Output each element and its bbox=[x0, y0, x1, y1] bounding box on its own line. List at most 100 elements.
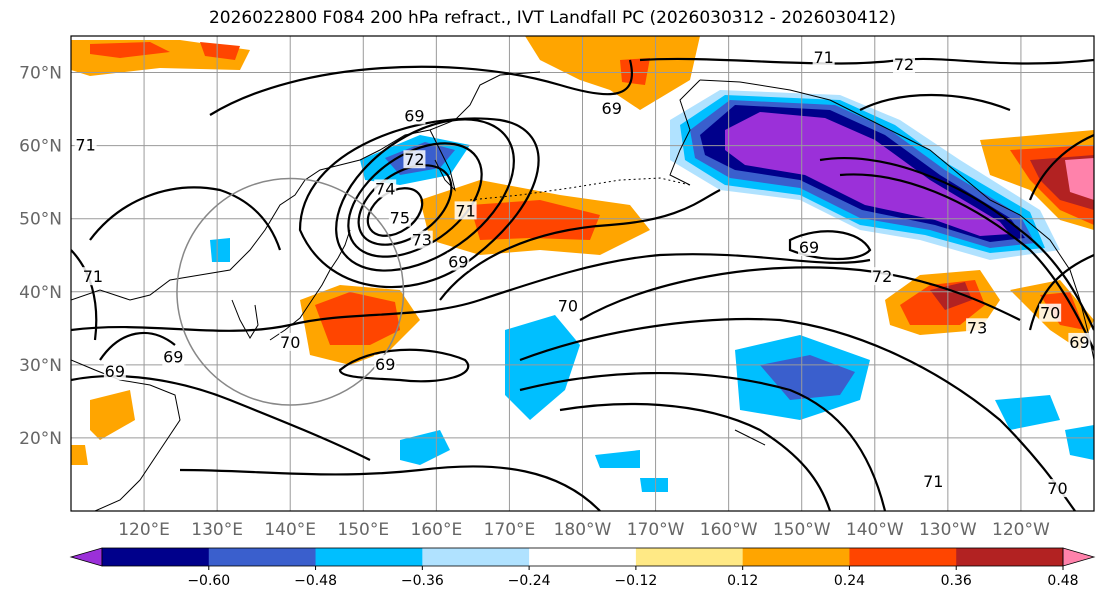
contour-label-bg bbox=[279, 332, 302, 351]
map-title: 2026022800 F084 200 hPa refract., IVT La… bbox=[208, 8, 896, 28]
longitude-tick-label: 170°E bbox=[484, 520, 536, 540]
contour-72-far bbox=[559, 402, 832, 511]
contour-label-bg bbox=[374, 179, 397, 198]
colorbar-extend-max bbox=[1062, 547, 1096, 567]
latitude-tick-label: 30°N bbox=[19, 356, 62, 376]
contour-label-bg bbox=[966, 318, 989, 337]
contour-69-east bbox=[439, 189, 721, 301]
contour-70-sub bbox=[179, 465, 601, 511]
colorbar: −0.60 −0.48 −0.36 −0.24 −0.12 0.12 0.24 0.36 0.4… bbox=[69, 547, 1096, 589]
shade-red bbox=[200, 42, 240, 60]
contour-label: 71 bbox=[813, 48, 833, 67]
contour-label: 72 bbox=[894, 55, 914, 74]
longitude-tick-label: 150°W bbox=[773, 520, 831, 540]
shade-cyan bbox=[640, 478, 668, 492]
colorbar-tick-label: −0.24 bbox=[508, 573, 551, 589]
contour-label: 69 bbox=[105, 362, 125, 381]
colorbar-segment bbox=[742, 548, 850, 566]
shade-darkred bbox=[930, 282, 972, 310]
shade-cyan bbox=[1065, 425, 1094, 460]
colorbar-segment bbox=[315, 548, 423, 566]
colorbar-tick-label: −0.12 bbox=[614, 573, 657, 589]
colorbar-tick-label: 0.36 bbox=[941, 573, 972, 589]
contour-label-bg bbox=[556, 296, 579, 315]
contour-72 bbox=[335, 118, 515, 272]
contour-ne-4 bbox=[1028, 253, 1094, 331]
longitude-tick-label: 120°E bbox=[118, 520, 170, 540]
contour-label: 74 bbox=[375, 179, 395, 198]
colorbar-tick-label: −0.48 bbox=[294, 573, 337, 589]
coastline-kamchatka bbox=[429, 129, 456, 192]
shade-red bbox=[1040, 292, 1085, 330]
contour-label: 69 bbox=[404, 106, 424, 125]
contour-label: 69 bbox=[602, 99, 622, 118]
contour-69-north bbox=[209, 59, 633, 116]
contour-ne-1 bbox=[819, 156, 1094, 331]
latitude-tick-label: 40°N bbox=[19, 283, 62, 303]
shade-red bbox=[90, 42, 170, 58]
contour-label-bg bbox=[922, 471, 945, 490]
colorbar-segment bbox=[956, 548, 1064, 566]
contour-label-bg bbox=[74, 135, 97, 154]
colorbar-segment bbox=[422, 548, 530, 566]
contour-ne-3 bbox=[1028, 133, 1094, 201]
contour-label: 72 bbox=[404, 150, 424, 169]
shade-orange bbox=[71, 445, 88, 465]
contour-71-left bbox=[89, 186, 282, 251]
contour-71-south bbox=[519, 371, 887, 511]
shade-red bbox=[315, 292, 400, 345]
contour-label-bg bbox=[388, 208, 411, 227]
contour-label: 73 bbox=[967, 318, 987, 337]
contour-sw-1 bbox=[71, 249, 98, 341]
colorbar-tick-label: −0.36 bbox=[401, 573, 444, 589]
colorbar-segment bbox=[849, 548, 957, 566]
contour-label: 70 bbox=[1040, 304, 1060, 323]
shade-red bbox=[620, 58, 650, 85]
colorbar-segment bbox=[635, 548, 744, 566]
contour-label: 69 bbox=[375, 355, 395, 374]
colorbar-extend-min bbox=[69, 547, 103, 567]
shade-cyan bbox=[595, 450, 640, 468]
longitude-tick-label: 150°E bbox=[337, 520, 389, 540]
contour-label-bg bbox=[374, 354, 397, 373]
shade-cyan bbox=[995, 395, 1060, 430]
latitude-tick-label: 70°N bbox=[19, 64, 62, 84]
contour-label-bg bbox=[103, 362, 126, 381]
longitude-tick-label: 140°W bbox=[846, 520, 904, 540]
longitude-tick-label: 170°W bbox=[627, 520, 685, 540]
contour-label-bg bbox=[454, 201, 477, 220]
contour-label-bg bbox=[893, 55, 916, 74]
contour-label: 71 bbox=[455, 201, 475, 220]
longitude-tick-label: 160°E bbox=[411, 520, 463, 540]
contour-label: 70 bbox=[1047, 479, 1067, 498]
latitude-tick-label: 20°N bbox=[19, 429, 62, 449]
contour-label: 70 bbox=[558, 296, 578, 315]
contour-label: 71 bbox=[83, 267, 103, 286]
contour-label-bg bbox=[798, 237, 821, 256]
contour-70 bbox=[71, 253, 871, 332]
longitude-tick-label: 130°E bbox=[191, 520, 243, 540]
contour-70-south bbox=[519, 317, 1076, 511]
contour-69-mid bbox=[338, 348, 470, 383]
shade-cyan bbox=[505, 315, 580, 420]
contour-label: 69 bbox=[448, 253, 468, 272]
colorbar-segment bbox=[208, 548, 317, 566]
latitude-tick-label: 60°N bbox=[19, 137, 62, 157]
contour-73 bbox=[347, 142, 483, 258]
contour-label-bg bbox=[812, 47, 835, 66]
coastline-hawaii bbox=[734, 429, 766, 446]
contour-label-bg bbox=[1046, 479, 1069, 498]
contour-label: 69 bbox=[163, 348, 183, 367]
coastline-alaska bbox=[699, 79, 1094, 361]
contour-label: 72 bbox=[872, 267, 892, 286]
coastline-aleutians bbox=[469, 177, 691, 201]
latitude-labels: 20°N 30°N 40°N 50°N 60°N 70°N bbox=[19, 64, 62, 449]
coastline-alaska-west bbox=[669, 79, 701, 186]
great-circle-radius bbox=[176, 177, 405, 406]
colorbar-tick-label: 0.12 bbox=[727, 573, 758, 589]
longitude-tick-label: 140°E bbox=[264, 520, 316, 540]
longitude-tick-label: 180°W bbox=[554, 520, 612, 540]
contour-label: 75 bbox=[390, 209, 410, 228]
